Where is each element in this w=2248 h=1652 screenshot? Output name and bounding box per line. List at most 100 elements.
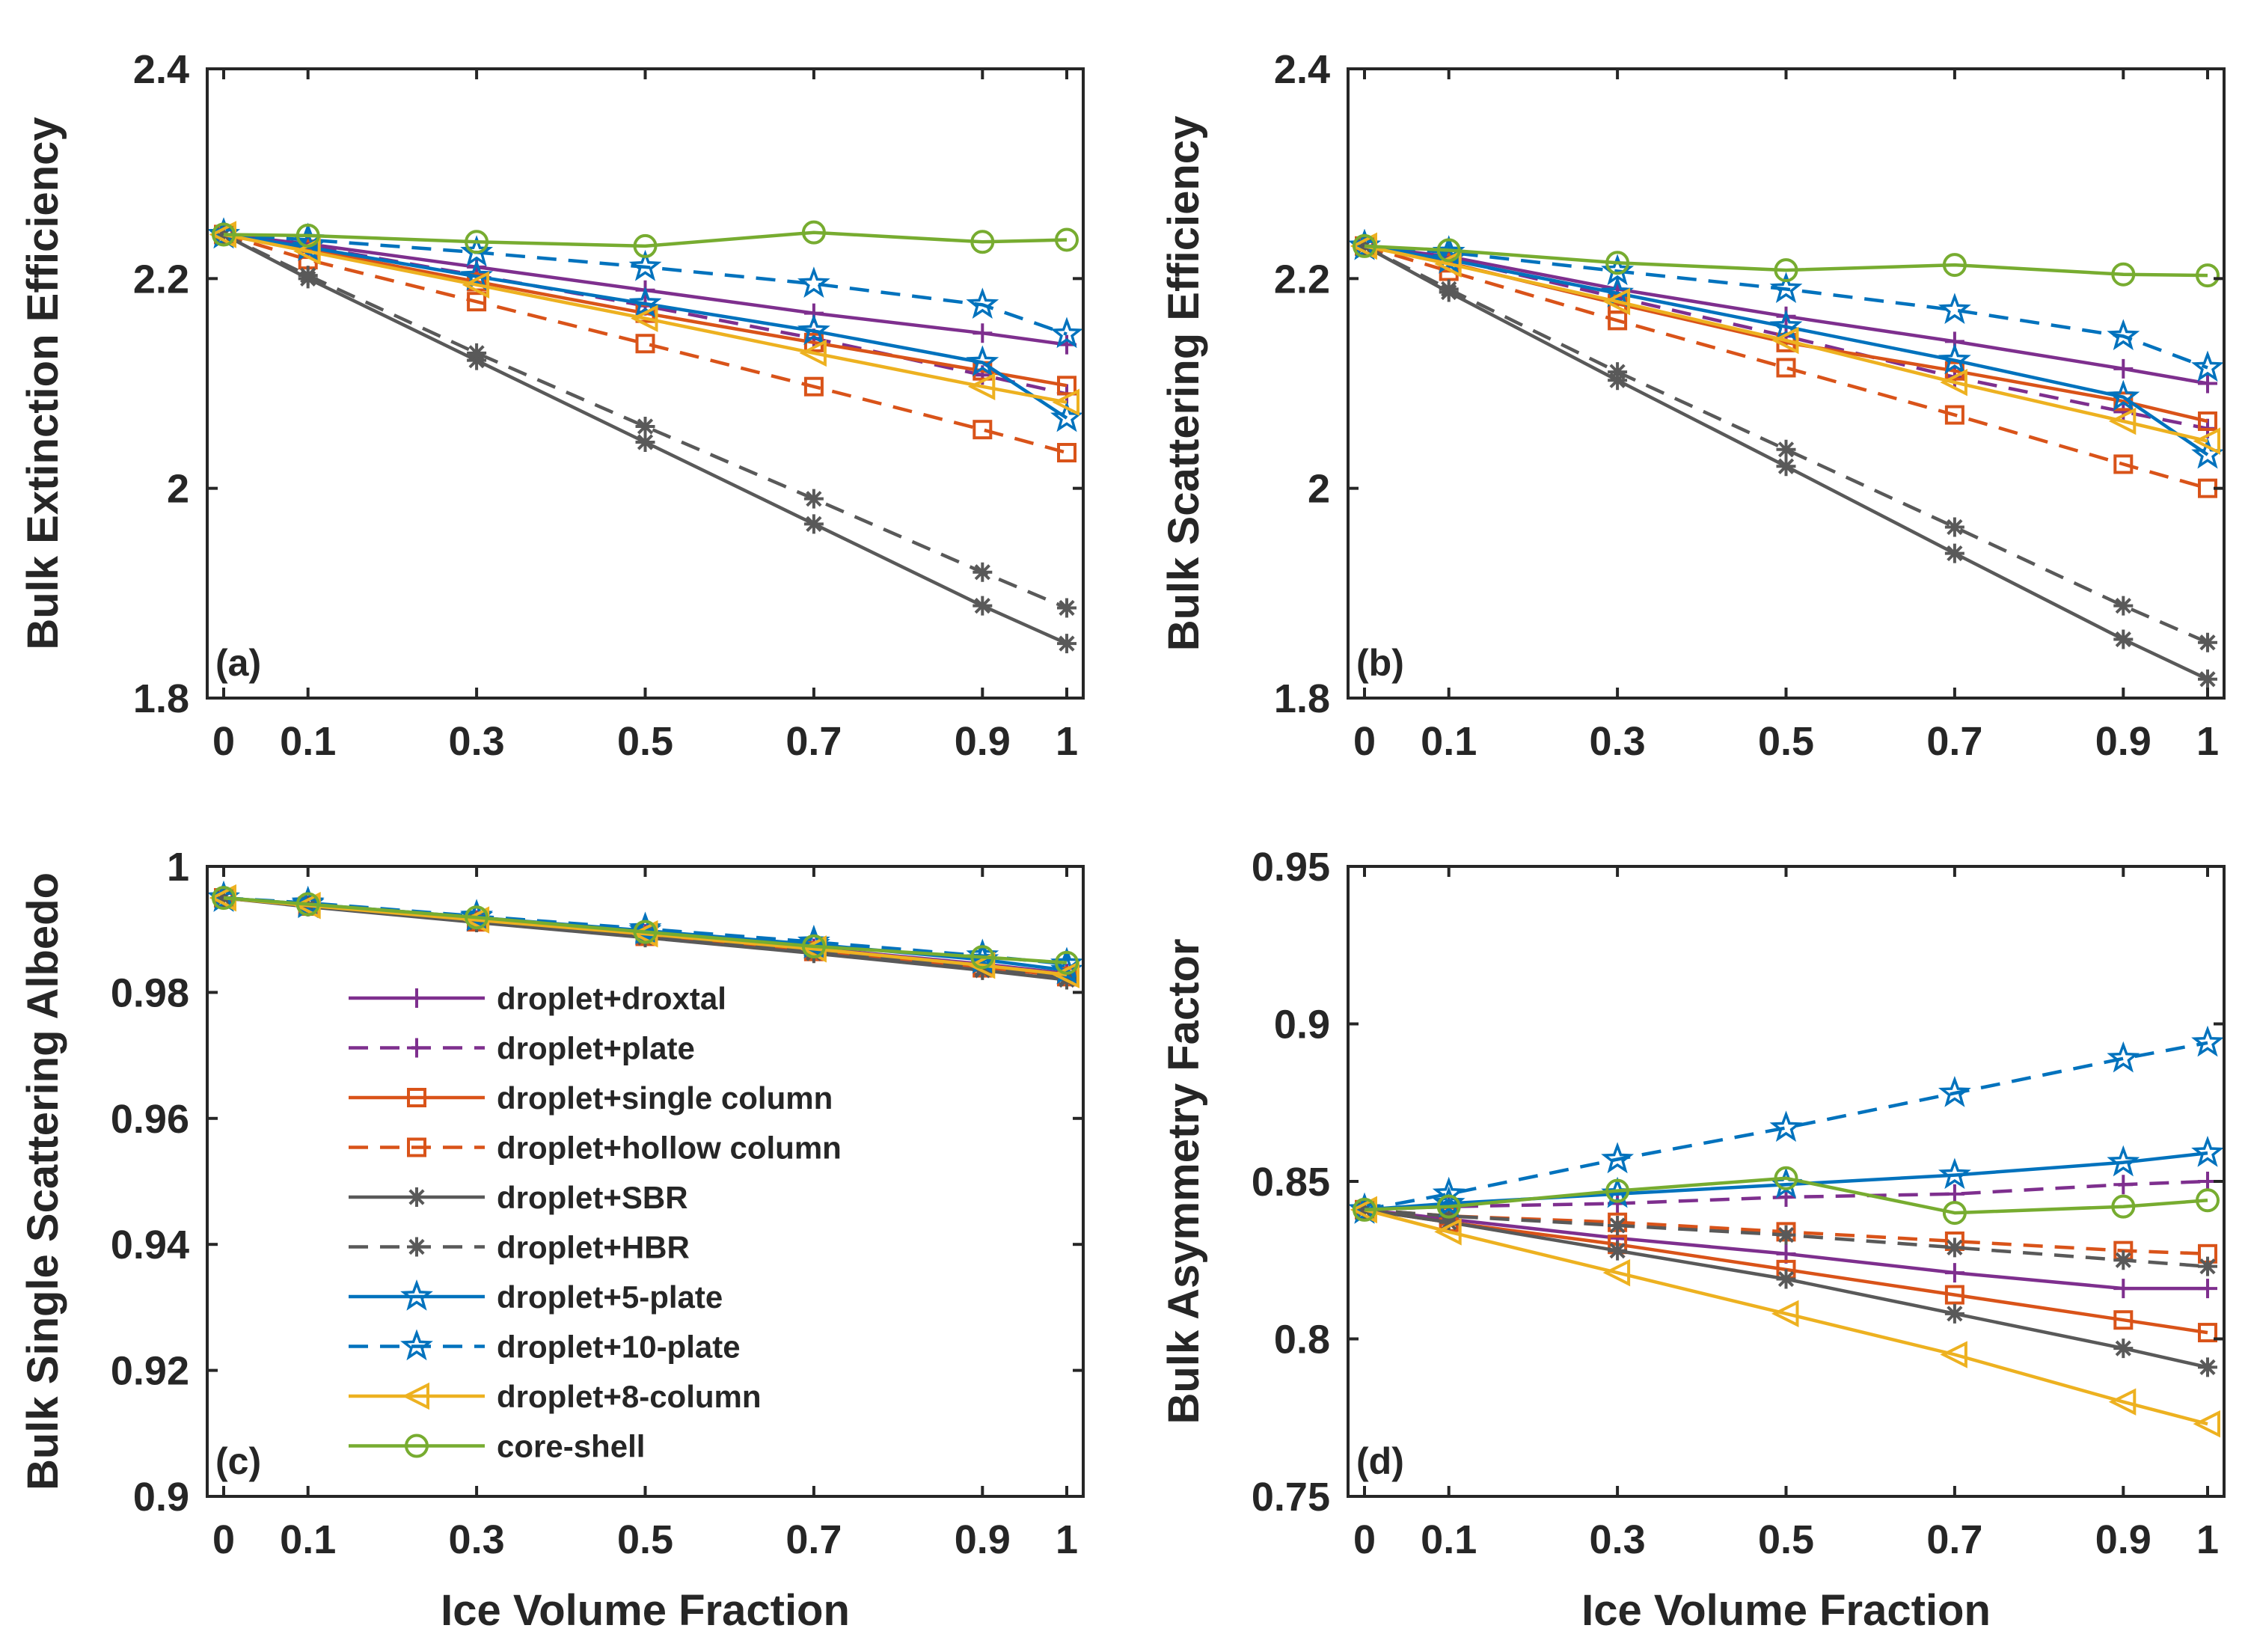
legend-label: droplet+10-plate (497, 1330, 741, 1365)
x-axis-label: Ice Volume Fraction (1581, 1586, 1991, 1635)
data-point (2113, 1175, 2134, 1195)
plot-area (207, 881, 1083, 990)
data-point (633, 233, 658, 258)
panels: 1.8 2 2.2 2.4 0 0.1 0.3 0.5 0.7 0.9 1 Bulk Extincti… (19, 47, 2226, 1635)
data-point (214, 224, 233, 245)
legend-marker (407, 1038, 426, 1058)
data-point (970, 945, 995, 970)
series-line (1364, 244, 2208, 490)
data-point (1052, 388, 1079, 416)
data-point (1776, 358, 1796, 378)
series-line (1364, 1151, 2208, 1212)
legend-marker (407, 988, 426, 1008)
data-point (1774, 258, 1798, 283)
legend-marker (402, 1382, 429, 1410)
x-tick-label: 0.1 (280, 719, 336, 764)
series-line (223, 896, 1068, 965)
data-point (1938, 1157, 1971, 1190)
y-tick-label: 2.2 (133, 257, 189, 302)
x-tick-label: 0.7 (1926, 1517, 1982, 1562)
data-point (801, 220, 826, 245)
x-axis-label: Ice Volume Fraction (441, 1586, 850, 1635)
data-point (1057, 376, 1076, 396)
data-point (1771, 1300, 1799, 1328)
data-point (797, 313, 830, 346)
data-point (295, 223, 320, 248)
x-tick-label: 0 (1353, 1517, 1376, 1562)
legend-marker (400, 1329, 433, 1361)
data-point (628, 249, 662, 281)
data-point (1432, 1176, 1466, 1208)
data-point (2113, 454, 2134, 474)
data-point (212, 886, 236, 911)
x-tick-label: 0.9 (955, 719, 1011, 764)
plot-area (207, 217, 1083, 654)
data-point (1434, 1218, 1462, 1246)
legend-label: droplet+SBR (497, 1180, 688, 1215)
series-line (1364, 244, 2208, 443)
data-point (2198, 411, 2217, 431)
x-tick-label: 1 (1056, 1517, 1078, 1562)
series-line (1364, 1208, 2208, 1426)
legend-label: droplet+5-plate (497, 1279, 723, 1315)
data-point (298, 266, 318, 286)
legend-label: droplet+droxtal (497, 981, 726, 1016)
series-line (223, 233, 1068, 404)
x-tick-label: 1 (2196, 1517, 2219, 1562)
data-point (1944, 1263, 1964, 1283)
data-point (973, 420, 993, 440)
data-point (2113, 1310, 2134, 1330)
data-point (2113, 1250, 2134, 1270)
data-point (1601, 275, 1635, 308)
data-point (2108, 1388, 2137, 1416)
y-axis-label: Bulk Scattering Efficiency (1160, 116, 1208, 652)
legend-item-droplet-10-plate: droplet+10-plate (349, 1329, 741, 1365)
data-point (635, 416, 655, 436)
legend-marker (407, 1088, 426, 1107)
data-point (295, 892, 320, 917)
y-tick-label: 1.8 (133, 676, 189, 721)
data-point (803, 514, 824, 534)
y-tick-label: 1 (167, 845, 189, 890)
series-core-shell (212, 220, 1079, 258)
data-point (1608, 1215, 1628, 1235)
y-tick-label: 2.4 (133, 47, 189, 92)
data-point (1940, 1341, 1967, 1368)
legend: droplet+droxtal droplet+plate droplet+sing… (349, 981, 842, 1464)
series-droplet-8-column (209, 221, 1079, 416)
x-tick-label: 0.5 (617, 1517, 673, 1562)
x-tick-label: 0.7 (785, 719, 842, 764)
legend-marker (400, 1279, 433, 1311)
x-tick-label: 0 (212, 719, 235, 764)
data-point (973, 323, 993, 343)
data-point (1602, 287, 1631, 316)
data-point (1944, 1238, 1964, 1258)
data-point (1771, 326, 1799, 355)
data-point (799, 339, 827, 367)
y-axis-label: Bulk Single Scattering Albedo (19, 872, 67, 1490)
data-point (1439, 279, 1459, 299)
data-point (2196, 1188, 2220, 1213)
data-point (1608, 1240, 1628, 1261)
data-point (1769, 1110, 1803, 1142)
data-point (1769, 309, 1803, 341)
data-point (1608, 310, 1628, 331)
data-point (2113, 596, 2134, 616)
data-point (1434, 250, 1462, 278)
data-point (467, 292, 487, 312)
data-point (2107, 379, 2140, 412)
y-tick-label: 0.8 (1274, 1318, 1330, 1362)
legend-item-droplet-single-column: droplet+single column (349, 1080, 833, 1116)
series-droplet-8-column (1350, 232, 2220, 455)
data-point (2111, 262, 2136, 287)
data-point (2113, 1279, 2134, 1299)
x-tick-label: 0.9 (955, 1517, 1011, 1562)
x-tick-label: 0.5 (1758, 719, 1814, 764)
legend-marker (407, 1237, 426, 1257)
x-tick-label: 0.3 (449, 719, 505, 764)
data-point (2107, 319, 2140, 351)
data-point (1050, 316, 1083, 349)
series-droplet-hbr (1355, 236, 2217, 652)
data-point (1436, 238, 1461, 263)
y-tick-label: 2.4 (1274, 47, 1330, 92)
